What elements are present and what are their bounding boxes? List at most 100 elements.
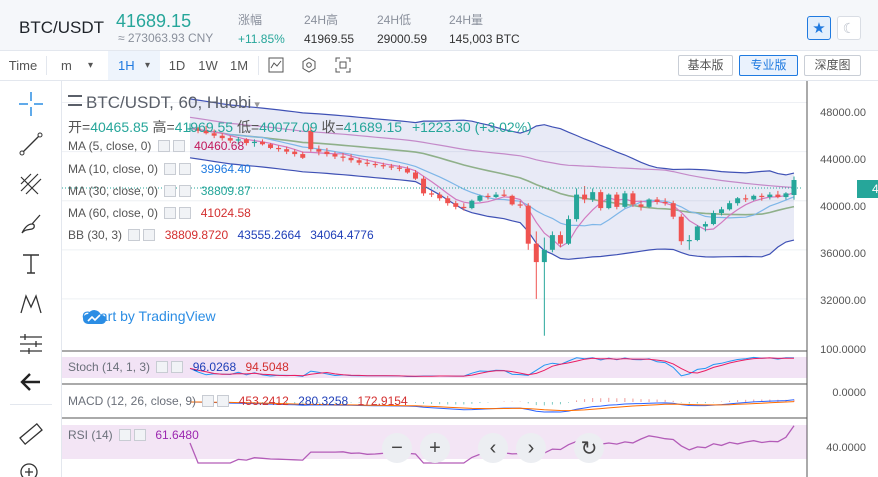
bollinger-lower-line <box>189 157 795 260</box>
divider <box>258 56 259 75</box>
settings-icon[interactable] <box>202 395 215 407</box>
candle-body <box>735 198 741 204</box>
candle-body <box>259 141 265 145</box>
study-ma10[interactable]: MA (10, close, 0) 39964.40 <box>68 161 251 178</box>
settings-icon[interactable] <box>164 185 177 197</box>
stoch-axis-tick: 100.0000 <box>820 344 866 356</box>
rsi-axis-tick: 40.0000 <box>826 442 866 454</box>
study-ma60[interactable]: MA (60, close, 0) 41024.58 <box>68 205 251 222</box>
back-tool[interactable] <box>15 367 47 397</box>
trendline-tool[interactable] <box>15 129 47 159</box>
candle-body <box>710 213 716 225</box>
brush-icon <box>21 214 41 234</box>
fib-tool[interactable] <box>15 169 47 199</box>
spacer <box>554 433 566 463</box>
pattern-tool[interactable] <box>15 289 47 319</box>
stat-value: 41969.55 <box>304 32 355 46</box>
close-icon[interactable] <box>179 185 192 197</box>
interval-dropdown[interactable]: 1H ▾ <box>108 51 160 80</box>
study-name: BB (30, 3) <box>68 228 123 242</box>
change-value: +1223.30 (+3.02%) <box>411 119 532 135</box>
macd-legend[interactable]: MACD (12, 26, close, 9) 453.2412 280.325… <box>68 394 408 408</box>
stat-value: +11.85% <box>238 32 285 46</box>
close-value: 41689.15 <box>343 119 403 135</box>
interval-1m[interactable]: 1M <box>229 58 249 73</box>
interval-1w[interactable]: 1W <box>198 58 218 73</box>
settings-icon[interactable] <box>156 361 169 373</box>
interval-1d[interactable]: 1D <box>168 58 186 73</box>
divider <box>46 56 47 75</box>
candle-body <box>300 154 306 158</box>
stat-high: 24H高 41969.55 <box>304 11 354 49</box>
measure-tool[interactable] <box>15 329 47 359</box>
study-ma5[interactable]: MA (5, close, 0) 40460.68 <box>68 138 244 155</box>
chart-toolbar: Time m ▾ 1H ▾ 1D 1W 1M 基本版 专业版 深度图 <box>0 51 878 81</box>
time-button[interactable]: Time <box>8 58 38 73</box>
indicators-button[interactable] <box>296 51 322 80</box>
ruler-tool[interactable] <box>15 419 47 449</box>
minute-label: m <box>61 58 72 73</box>
candle-body <box>219 135 225 139</box>
scroll-left-button[interactable]: ‹ <box>478 433 508 463</box>
close-icon[interactable] <box>134 429 147 441</box>
measure-icon <box>20 334 42 354</box>
text-tool[interactable] <box>15 249 47 279</box>
tradingview-logo[interactable]: Chart by TradingView <box>82 308 216 324</box>
brush-tool[interactable] <box>15 209 47 239</box>
zoom-in-button[interactable]: + <box>420 433 450 463</box>
zoom-in-tool[interactable] <box>15 459 47 477</box>
close-icon[interactable] <box>143 229 156 241</box>
candle-body <box>743 198 749 200</box>
candle-body <box>582 194 588 200</box>
basic-version-button[interactable]: 基本版 <box>678 55 733 76</box>
stoch-legend[interactable]: Stoch (14, 1, 3) 96.0268 94.5048 <box>68 360 289 374</box>
close-icon[interactable] <box>217 395 230 407</box>
candle-body <box>251 141 257 144</box>
crosshair-icon <box>19 92 43 116</box>
candle-body <box>227 138 233 141</box>
candle-body <box>356 160 362 163</box>
chart-type-button[interactable] <box>263 51 289 80</box>
close-icon[interactable] <box>172 140 185 152</box>
macd-value-1: 453.2412 <box>238 394 289 408</box>
macd-value-2: 280.3258 <box>298 394 349 408</box>
trendline-icon <box>19 132 43 156</box>
chevron-down-icon: ▾ <box>88 60 94 71</box>
fullscreen-button[interactable] <box>330 51 356 80</box>
series-select-icon[interactable] <box>68 95 82 106</box>
theme-button[interactable]: ☾ <box>837 16 861 40</box>
chart-title-text: BTC/USDT, 60, Huobi <box>86 93 252 112</box>
settings-icon[interactable] <box>119 429 132 441</box>
candle-body <box>340 156 346 158</box>
close-icon[interactable] <box>179 207 192 219</box>
pair-name[interactable]: BTC/USDT <box>19 18 104 37</box>
favorite-button[interactable]: ★ <box>807 16 831 40</box>
study-bb[interactable]: BB (30, 3) 38809.8720 43555.2664 34064.4… <box>68 227 374 244</box>
reset-button[interactable]: ↻ <box>574 433 604 463</box>
candle-body <box>380 165 386 167</box>
settings-icon[interactable] <box>128 229 141 241</box>
settings-icon[interactable] <box>164 207 177 219</box>
settings-icon[interactable] <box>164 163 177 175</box>
last-price-tag: 41689.15 <box>857 180 878 198</box>
minute-dropdown[interactable]: m ▾ <box>52 51 102 80</box>
plus-icon: + <box>429 436 441 459</box>
scroll-right-button[interactable]: › <box>516 433 546 463</box>
settings-icon[interactable] <box>157 140 170 152</box>
rsi-legend[interactable]: RSI (14) 61.6480 <box>68 428 199 442</box>
candle-body <box>404 168 410 173</box>
candle-body <box>501 194 507 196</box>
candle-body <box>678 216 684 242</box>
close-icon[interactable] <box>171 361 184 373</box>
crosshair-tool[interactable] <box>15 89 47 119</box>
depth-chart-button[interactable]: 深度图 <box>804 55 861 76</box>
macd-value-3: 172.9154 <box>357 394 408 408</box>
study-ma30[interactable]: MA (30, close, 0) 38809.87 <box>68 183 251 200</box>
candle-body <box>646 199 652 207</box>
pro-version-button[interactable]: 专业版 <box>739 55 798 76</box>
close-icon[interactable] <box>179 163 192 175</box>
candle-body <box>549 235 555 250</box>
chart-area[interactable]: BTC/USDT, 60, Huobi ▾ 开=40465.85 高=41969.… <box>62 81 878 477</box>
chevron-down-icon: ▾ <box>145 60 151 71</box>
zoom-out-button[interactable]: − <box>382 433 412 463</box>
